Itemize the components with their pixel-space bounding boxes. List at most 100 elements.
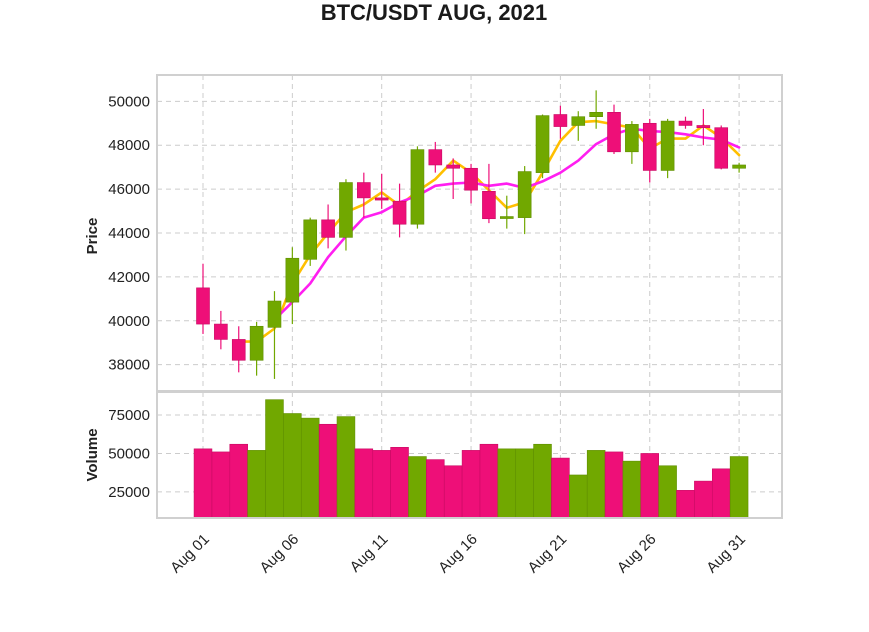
candle bbox=[482, 163, 496, 224]
candle bbox=[321, 204, 335, 249]
x-tick-label: Aug 31 bbox=[703, 531, 749, 577]
candle bbox=[231, 326, 246, 373]
candle-body bbox=[196, 287, 210, 325]
candle-body bbox=[285, 257, 300, 303]
candle-body bbox=[535, 115, 550, 173]
candle-body bbox=[625, 124, 639, 153]
candle bbox=[285, 247, 300, 325]
candle-body bbox=[499, 216, 514, 219]
volume-bar bbox=[300, 417, 320, 519]
volume-bar bbox=[354, 448, 374, 519]
candle bbox=[392, 183, 407, 238]
volume-bars bbox=[193, 399, 749, 519]
volume-bar bbox=[551, 457, 570, 519]
candle-body bbox=[357, 182, 371, 199]
candle bbox=[303, 217, 318, 266]
volume-bar bbox=[622, 460, 642, 519]
price-y-tick-labels: 38000 40000 42000 44000 46000 48000 50000 bbox=[108, 93, 150, 373]
x-tick-label: Aug 21 bbox=[525, 531, 571, 577]
chart-title: BTC/USDT AUG, 2021 bbox=[321, 0, 548, 25]
candle bbox=[732, 162, 746, 173]
volume-bar bbox=[283, 413, 302, 519]
volume-bar bbox=[676, 490, 695, 519]
volume-bar bbox=[479, 443, 499, 519]
candle-body bbox=[732, 164, 746, 169]
volume-bar bbox=[694, 480, 713, 519]
volume-bar bbox=[533, 443, 552, 519]
volume-y-tick-label: 75000 bbox=[108, 407, 150, 424]
candle bbox=[678, 116, 693, 129]
candle bbox=[517, 166, 532, 235]
x-tick-label: Aug 26 bbox=[614, 531, 660, 577]
volume-bar bbox=[729, 456, 749, 519]
x-tick-label: Aug 16 bbox=[435, 531, 481, 577]
candle bbox=[625, 121, 639, 164]
candle-body bbox=[642, 122, 657, 171]
volume-bar bbox=[497, 448, 517, 519]
candle bbox=[464, 163, 478, 204]
candle-body bbox=[267, 300, 282, 328]
candle bbox=[607, 104, 621, 154]
volume-y-tick-labels: 25000 50000 75000 bbox=[108, 407, 150, 501]
candle-body bbox=[553, 114, 568, 127]
volume-bar bbox=[229, 443, 248, 519]
price-y-tick-label: 48000 bbox=[108, 137, 150, 154]
volume-bar bbox=[461, 450, 481, 519]
volume-panel-frame bbox=[156, 391, 783, 519]
candle bbox=[642, 118, 657, 183]
price-y-tick-label: 50000 bbox=[108, 93, 150, 110]
candle-body bbox=[374, 197, 389, 201]
price-y-tick-label: 42000 bbox=[108, 269, 150, 286]
volume-panel: 25000 50000 75000 Volume bbox=[84, 391, 783, 519]
volume-bar bbox=[408, 456, 427, 519]
candle bbox=[267, 291, 282, 379]
candle-body bbox=[321, 219, 335, 238]
volume-bar bbox=[318, 423, 338, 519]
candle bbox=[589, 90, 603, 129]
price-panel: 38000 40000 42000 44000 46000 48000 50000 Pric… bbox=[84, 74, 783, 392]
candle-body bbox=[589, 112, 603, 117]
volume-bar bbox=[211, 451, 231, 519]
candle bbox=[660, 118, 675, 179]
price-y-tick-label: 44000 bbox=[108, 225, 150, 242]
volume-bar bbox=[604, 451, 624, 519]
volume-bar bbox=[336, 416, 356, 519]
candle-body bbox=[214, 323, 228, 340]
candle-body bbox=[571, 116, 586, 126]
price-gridlines bbox=[157, 75, 782, 391]
price-y-tick-label: 40000 bbox=[108, 313, 150, 330]
candle bbox=[196, 263, 210, 334]
candle-body bbox=[714, 127, 729, 169]
price-y-tick-label: 38000 bbox=[108, 357, 150, 374]
volume-bar bbox=[515, 448, 534, 519]
price-y-tick-label: 46000 bbox=[108, 181, 150, 198]
candle-body bbox=[482, 191, 496, 220]
candles bbox=[196, 90, 746, 379]
candle-body bbox=[678, 120, 693, 126]
price-axis-label: Price bbox=[84, 218, 101, 255]
candle-body bbox=[231, 339, 246, 361]
volume-y-tick-label: 50000 bbox=[108, 445, 150, 462]
volume-bar bbox=[443, 465, 463, 519]
candle bbox=[553, 105, 568, 139]
volume-axis-label: Volume bbox=[84, 428, 101, 481]
candle-body bbox=[446, 164, 460, 169]
volume-bar bbox=[426, 459, 445, 519]
candle-body bbox=[517, 171, 532, 218]
x-tick-label: Aug 06 bbox=[257, 531, 303, 577]
candle-body bbox=[410, 149, 425, 225]
candle-body bbox=[392, 200, 407, 225]
volume-bar bbox=[193, 448, 213, 519]
candle bbox=[571, 111, 586, 141]
candle-body bbox=[303, 219, 318, 260]
candle bbox=[357, 172, 371, 218]
volume-bar bbox=[265, 399, 284, 519]
candle-body bbox=[660, 120, 675, 171]
candle bbox=[499, 195, 514, 229]
x-tick-labels: Aug 01 Aug 06 Aug 11 Aug 16 Aug 21 Aug 26 Aug … bbox=[167, 531, 749, 577]
candle-body bbox=[249, 325, 264, 361]
candle-body bbox=[464, 167, 478, 191]
candle-body bbox=[339, 182, 353, 238]
candle bbox=[374, 173, 389, 209]
